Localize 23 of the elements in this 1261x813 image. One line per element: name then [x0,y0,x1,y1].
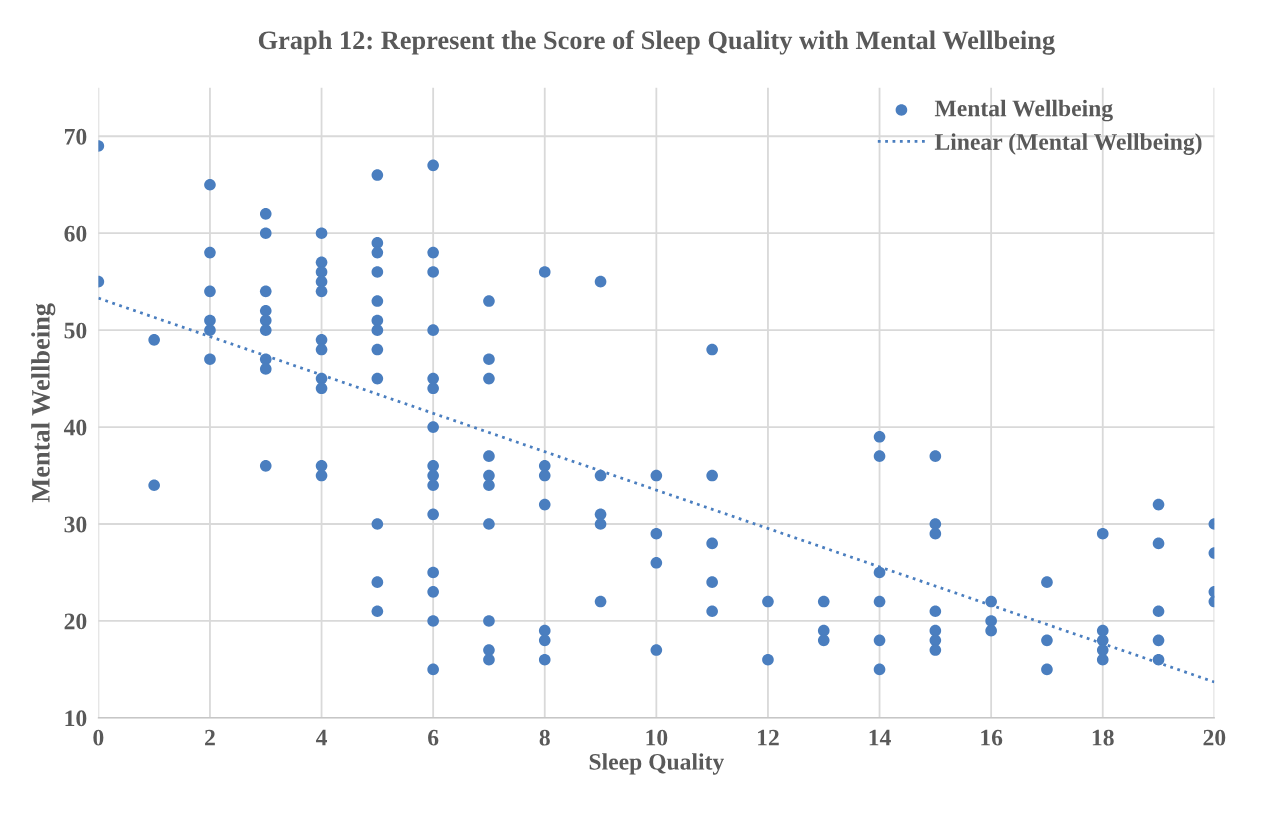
y-tick-label: 70 [64,128,87,145]
x-tick-label: 10 [646,729,668,746]
x-axis-title: Sleep Quality [589,753,725,775]
x-tick-label: 14 [869,729,891,746]
y-tick-label: 30 [64,516,87,533]
x-tick-label: 2 [205,729,215,746]
legend-label: Linear (Mental Wellbeing) [934,133,1202,155]
x-tick-label: 8 [539,729,550,746]
x-tick-label: 18 [1092,729,1114,746]
y-tick-label: 40 [63,419,87,436]
y-axis-title: Mental Wellbeing [31,303,56,503]
y-tick-label: 20 [64,613,87,630]
chart-title: Graph 12: Represent the Score of Sleep Quality with Mental Wellbeing [258,30,1055,55]
x-tick-label: 20 [1203,729,1226,746]
x-tick-label: 4 [315,729,328,746]
x-tick-label: 12 [758,729,779,746]
y-tick-label: 50 [64,322,87,339]
y-tick-label: 10 [65,710,87,727]
legend-label: Mental Wellbeing [934,99,1113,122]
x-tick-label: 16 [981,729,1003,746]
y-tick-label: 60 [64,225,87,242]
x-tick-label: 0 [93,729,104,746]
x-tick-label: 6 [428,729,439,746]
